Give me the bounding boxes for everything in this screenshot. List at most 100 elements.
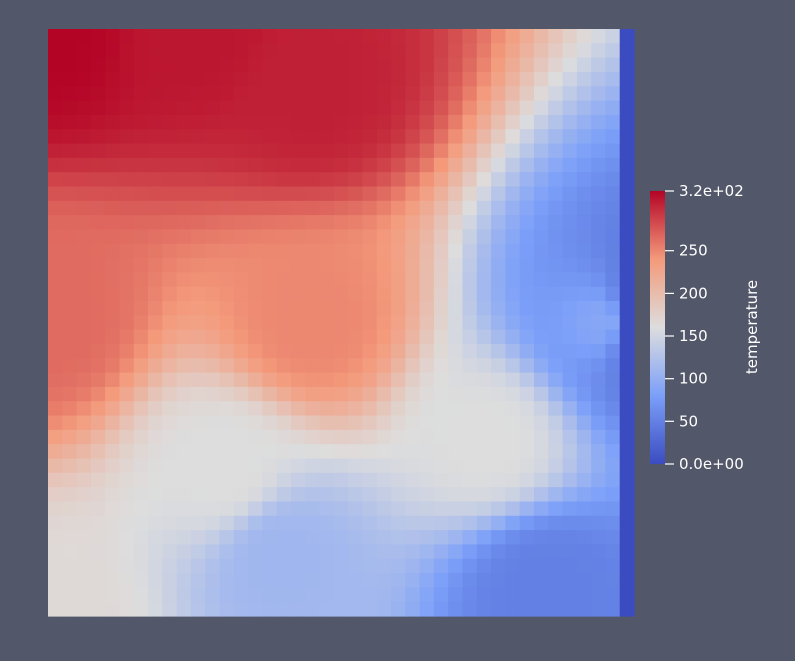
heatmap-cell [105, 487, 121, 503]
heatmap-cell [419, 129, 435, 145]
heatmap-cell [562, 372, 578, 388]
heatmap-cell [76, 544, 92, 560]
heatmap-cell [519, 487, 535, 503]
heatmap-cell [419, 215, 435, 231]
heatmap-cell [190, 573, 206, 588]
heatmap-cell [119, 429, 135, 445]
heatmap-cell [233, 515, 249, 531]
heatmap-cell [262, 429, 278, 445]
heatmap-cell [576, 86, 592, 102]
heatmap-cell [376, 315, 392, 331]
heatmap-cell [262, 501, 278, 517]
heatmap-cell [162, 558, 178, 574]
heatmap-cell [290, 272, 306, 288]
heatmap-cell [205, 472, 221, 488]
heatmap-cell [262, 143, 278, 159]
heatmap-cell [319, 100, 335, 116]
heatmap-cell [119, 501, 135, 517]
heatmap-cell [376, 114, 392, 130]
heatmap-cell [76, 372, 92, 388]
heatmap-cell [48, 57, 63, 73]
heatmap-cell [219, 286, 235, 302]
heatmap-cell [148, 429, 163, 445]
heatmap-cell [62, 558, 78, 574]
heatmap-cell [76, 71, 92, 87]
heatmap-cell [333, 444, 349, 460]
heatmap-cell [348, 372, 364, 388]
heatmap-cell [319, 315, 335, 331]
heatmap-cell [48, 386, 63, 402]
heatmap-cell [605, 429, 621, 445]
heatmap-cell [491, 530, 506, 546]
heatmap-cell [576, 472, 592, 488]
heatmap-cell [362, 401, 378, 417]
heatmap-cell [562, 343, 578, 359]
heatmap-cell [619, 71, 635, 87]
heatmap-cell [305, 472, 321, 488]
heatmap-cell [619, 515, 635, 531]
heatmap-cell [333, 343, 349, 359]
heatmap-cell [119, 157, 135, 173]
heatmap-cell [162, 343, 178, 359]
heatmap-cell [62, 243, 78, 259]
heatmap-cell [248, 301, 263, 316]
heatmap-cell [105, 386, 121, 402]
heatmap-cell [591, 587, 607, 603]
heatmap-cell [190, 57, 206, 73]
heatmap-cell [519, 57, 535, 73]
heatmap-cell [462, 487, 478, 503]
heatmap-cell [62, 258, 78, 273]
heatmap-cell [133, 301, 149, 316]
heatmap-cell [348, 286, 364, 302]
heatmap-cell [619, 343, 635, 359]
heatmap-cell [519, 415, 535, 431]
heatmap-cell [448, 386, 464, 402]
heatmap-cell [505, 487, 521, 503]
heatmap-cell [248, 286, 263, 302]
heatmap-cell [90, 71, 106, 87]
heatmap-cell [519, 501, 535, 517]
heatmap-cell [305, 157, 321, 173]
heatmap-cell [305, 71, 321, 87]
heatmap-cell [348, 43, 364, 59]
heatmap-cell [462, 573, 478, 588]
heatmap-cell [562, 157, 578, 173]
heatmap-cell [205, 29, 221, 44]
heatmap-cell [448, 515, 464, 531]
heatmap-cell [462, 143, 478, 159]
heatmap-cell [462, 57, 478, 73]
heatmap-cell [290, 71, 306, 87]
heatmap-cell [448, 573, 464, 588]
heatmap-cell [348, 215, 364, 231]
heatmap-cell [276, 515, 292, 531]
heatmap-cell [576, 587, 592, 603]
heatmap-cell [162, 329, 178, 345]
heatmap-cell [576, 71, 592, 87]
heatmap-cell [433, 544, 449, 560]
heatmap-cell [491, 57, 506, 73]
heatmap-cell [205, 100, 221, 116]
heatmap-cell [362, 86, 378, 102]
heatmap-cell [190, 429, 206, 445]
heatmap-cell [391, 444, 406, 460]
heatmap-cell [148, 601, 163, 617]
heatmap-cell [190, 587, 206, 603]
heatmap-cell [248, 329, 263, 345]
heatmap-cell [133, 587, 149, 603]
heatmap-cell [290, 229, 306, 245]
heatmap-cell [605, 401, 621, 417]
temperature-heatmap[interactable] [48, 29, 635, 617]
heatmap-cell [391, 272, 406, 288]
heatmap-cell [233, 143, 249, 159]
heatmap-cell [90, 215, 106, 231]
heatmap-cell [448, 71, 464, 87]
heatmap-cell [448, 601, 464, 617]
heatmap-cell [548, 301, 564, 316]
heatmap-cell [219, 43, 235, 59]
heatmap-cell [262, 71, 278, 87]
heatmap-cell [376, 157, 392, 173]
heatmap-cell [405, 200, 421, 216]
heatmap-cell [319, 129, 335, 145]
